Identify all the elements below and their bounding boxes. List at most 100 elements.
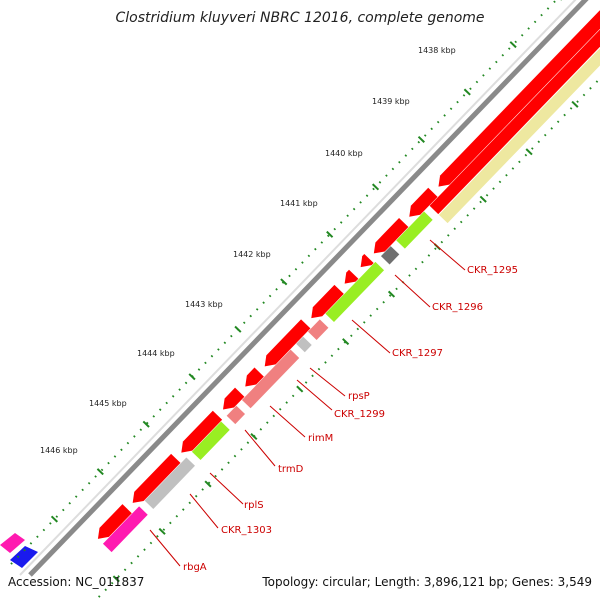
tick-major (280, 278, 288, 286)
tick-dot-inner (411, 147, 414, 151)
gene-block-6 (241, 349, 300, 409)
tick-dot-inner (469, 87, 472, 90)
tick-dot-inner (288, 274, 291, 278)
cds-forward-10 (132, 453, 181, 503)
tick-dot-outer (233, 454, 237, 458)
gene-block-7 (226, 405, 246, 425)
tick-dot-outer (130, 561, 133, 565)
tick-dot-inner (378, 181, 382, 184)
tick-dot-outer (240, 448, 243, 451)
tick-dot-inner (333, 227, 337, 231)
tick-major (250, 433, 258, 441)
gene-block-4 (307, 319, 329, 340)
tick-dot-inner (423, 134, 427, 137)
gene-block-5 (296, 336, 312, 353)
gene-block-3 (325, 261, 385, 322)
tick-dot-outer (110, 581, 114, 585)
tick-dot-inner (152, 415, 156, 418)
tick-dot-outer (272, 414, 276, 418)
tick-label: 1441 kbp (280, 199, 318, 208)
tick-dot-inner (171, 395, 175, 398)
tick-dot-inner (242, 321, 246, 325)
tick-dot-inner (126, 441, 130, 445)
tick-label: 1443 kbp (185, 300, 223, 309)
tick-dot-inner (184, 381, 188, 385)
tick-dot-inner (29, 542, 33, 545)
gene-leader-line (149, 529, 181, 567)
tick-dot-outer (537, 140, 541, 144)
tick-dot-inner (16, 555, 20, 559)
tick-dot-inner (61, 508, 65, 512)
tick-major (387, 290, 396, 298)
tick-dot-outer (246, 441, 250, 444)
tick-dot-inner (249, 314, 252, 318)
tick-dot-outer (207, 481, 211, 485)
tick-dot-outer (175, 514, 179, 518)
tick-major (96, 468, 104, 476)
tick-major (112, 575, 120, 583)
tick-dot-outer (569, 107, 573, 110)
tick-dot-outer (143, 548, 146, 551)
genome-summary-text: Topology: circular; Length: 3,896,121 bp… (262, 575, 592, 589)
tick-dot-inner (546, 7, 550, 10)
tick-dot-outer (350, 334, 353, 337)
gene-label-trmd: trmD (278, 464, 304, 475)
tick-dot-inner (178, 388, 181, 391)
tick-dot-inner (301, 261, 304, 264)
gene-leader-line (209, 472, 244, 505)
tick-dot-outer (582, 93, 586, 97)
tick-dot-inner (42, 528, 46, 532)
backbone-outer-line (28, 0, 589, 577)
tick-dot-outer (104, 588, 107, 592)
tick-label: 1440 kbp (325, 149, 363, 158)
cds-forward-8 (223, 387, 245, 410)
tick-dot-inner (346, 214, 349, 218)
tick-dot-inner (74, 495, 78, 498)
gene-label-rpls: rplS (244, 500, 264, 511)
tick-label: 1439 kbp (372, 97, 410, 106)
tick-dot-outer (414, 267, 418, 271)
tick-dot-inner (275, 288, 278, 291)
tick-dot-inner (320, 241, 324, 244)
tick-dot-outer (369, 314, 372, 317)
tick-dot-inner (391, 167, 395, 171)
tick-dot-inner (139, 428, 143, 432)
backbone (19, 0, 589, 577)
tick-dot-inner (398, 160, 401, 164)
tick-major (204, 480, 212, 488)
tick-dot-inner (495, 60, 498, 64)
tick-dot-inner (210, 354, 214, 358)
tick-dot-outer (291, 394, 295, 398)
tick-dot-outer (214, 474, 217, 478)
tick-dot-outer (201, 488, 204, 491)
tick-dot-outer (169, 521, 172, 525)
beige-track (438, 48, 600, 224)
tick-dot-outer (123, 568, 127, 572)
tick-dot-outer (524, 153, 528, 157)
cds-forward-11 (97, 504, 132, 539)
tick-dot-outer (395, 287, 398, 291)
tick-dot-inner (120, 448, 123, 452)
tick-dot-outer (388, 294, 392, 297)
gene-labels: CKR_1295 CKR_1296 CKR_1297 rpsP CKR_1299 rimM… (149, 239, 518, 573)
gene-leader-line (269, 405, 306, 438)
tick-dot-outer (453, 227, 457, 230)
tick-dot-outer (408, 274, 411, 277)
tick-dot-inner (10, 562, 13, 565)
tick-dot-outer (220, 468, 224, 471)
tick-dot-inner (230, 334, 233, 338)
tick-dot-outer (375, 307, 379, 311)
tick-dot-outer (382, 301, 385, 304)
gene-leader-line (244, 429, 276, 467)
tick-dot-inner (307, 254, 311, 258)
tick-dot-outer (595, 80, 599, 83)
backbone-inner-line (19, 0, 577, 576)
tick-dot-inner (385, 174, 388, 177)
gene-label-ckr_1296: CKR_1296 (432, 302, 483, 313)
cds-forward-7 (245, 367, 264, 387)
gene-leader-line (189, 493, 219, 529)
tick-dot-outer (511, 167, 515, 170)
cds-forward-9 (181, 410, 223, 453)
tick-major (234, 325, 242, 333)
cds-forward-5 (311, 284, 344, 319)
